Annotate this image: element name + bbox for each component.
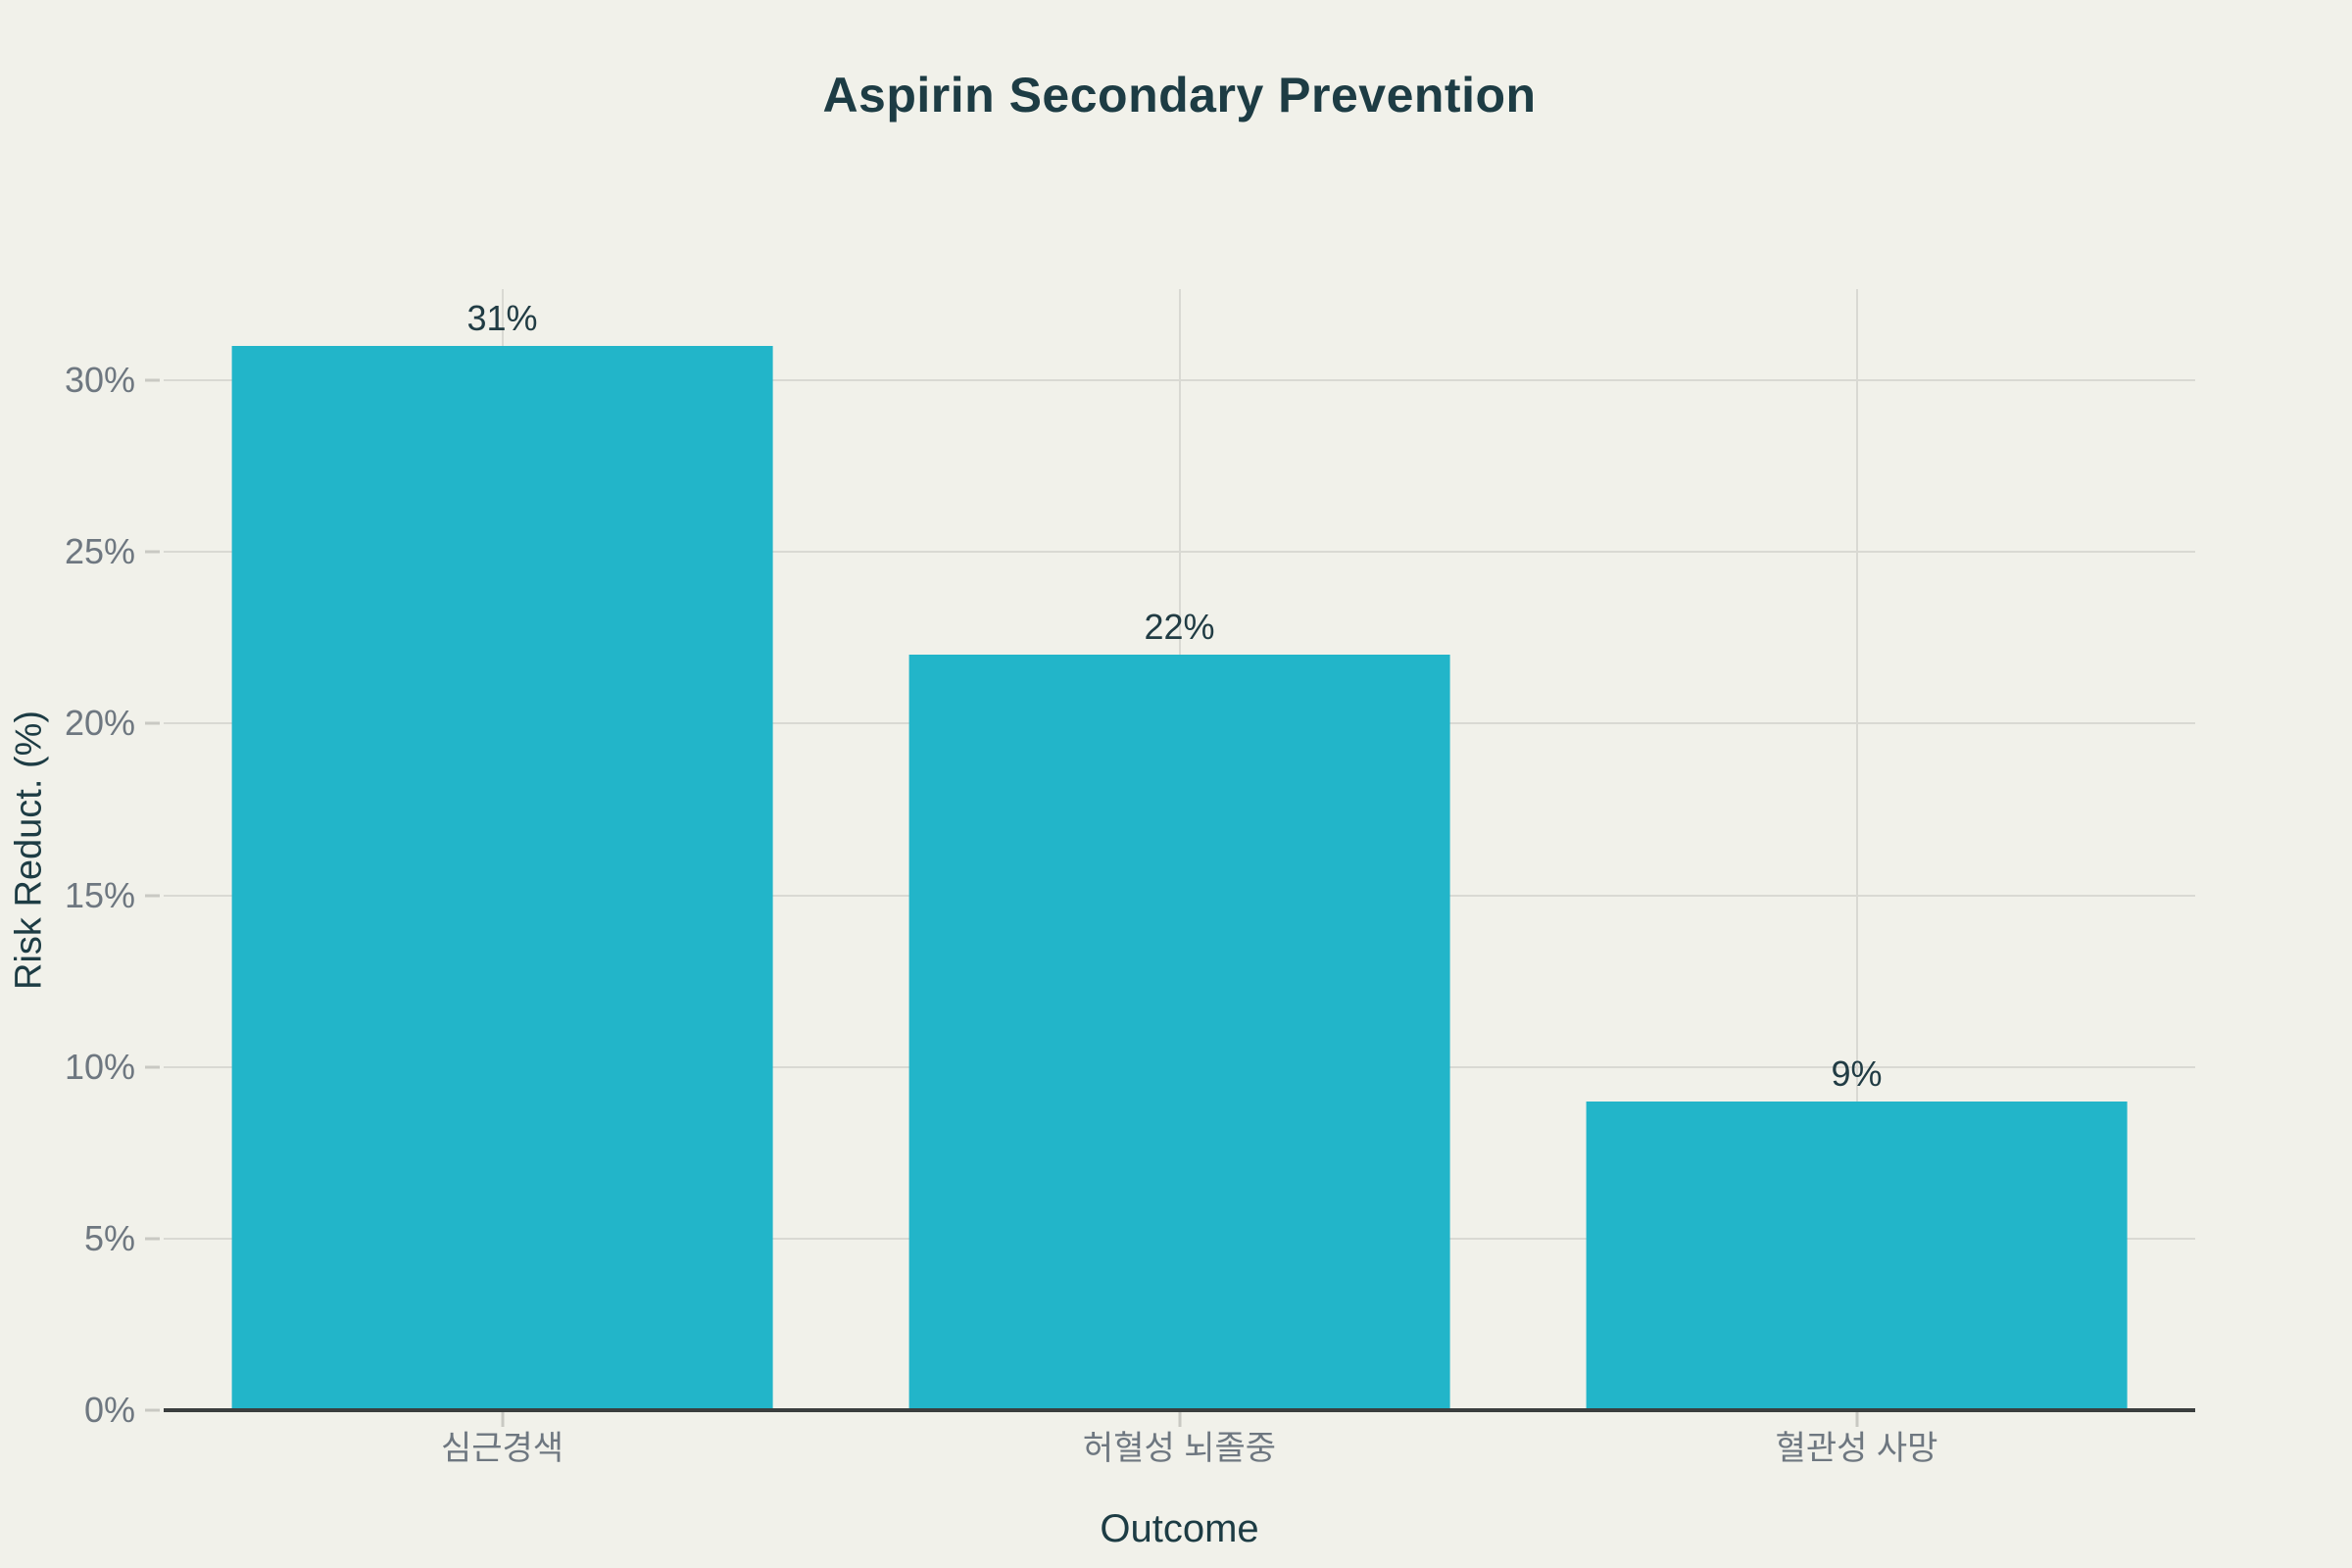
- v-gridline-category-2: [1855, 289, 1858, 1410]
- y-tick-label-5: 5%: [83, 1217, 135, 1258]
- y-tick-label-15: 15%: [64, 874, 135, 915]
- x-tick-dash-2: [1855, 1412, 1858, 1427]
- bar-value-label-0: 31%: [466, 298, 538, 339]
- bar-value-label-2: 9%: [1831, 1053, 1883, 1094]
- x-category-label-2: 혈관성 사망: [1775, 1430, 1938, 1467]
- y-tick-dash-30: [145, 378, 160, 382]
- y-tick-label-10: 10%: [64, 1046, 135, 1087]
- x-axis-line: [164, 1408, 2195, 1412]
- bar-0: [231, 346, 773, 1410]
- bar-1: [908, 655, 1450, 1410]
- y-tick-dash-10: [145, 1065, 160, 1069]
- y-tick-label-20: 20%: [64, 703, 135, 744]
- x-axis-title: Outcome: [1100, 1507, 1259, 1550]
- y-tick-label-25: 25%: [64, 531, 135, 572]
- y-tick-label-0: 0%: [83, 1390, 135, 1430]
- x-tick-dash-1: [1178, 1412, 1181, 1427]
- y-tick-dash-20: [145, 721, 160, 725]
- x-category-label-1: 허혈성 뇌졸중: [1082, 1430, 1277, 1467]
- x-category-label-0: 심근경색: [440, 1430, 564, 1467]
- y-tick-dash-15: [145, 894, 160, 898]
- x-tick-dash-0: [501, 1412, 504, 1427]
- y-tick-dash-0: [145, 1408, 160, 1412]
- y-tick-label-30: 30%: [64, 360, 135, 401]
- bar-value-label-1: 22%: [1144, 607, 1215, 648]
- plot-area: 31% 22% 9%: [164, 289, 2195, 1410]
- y-tick-dash-25: [145, 550, 160, 554]
- y-tick-dash-5: [145, 1237, 160, 1241]
- chart-title: Aspirin Secondary Prevention: [822, 68, 1537, 122]
- bar-2: [1586, 1101, 2128, 1410]
